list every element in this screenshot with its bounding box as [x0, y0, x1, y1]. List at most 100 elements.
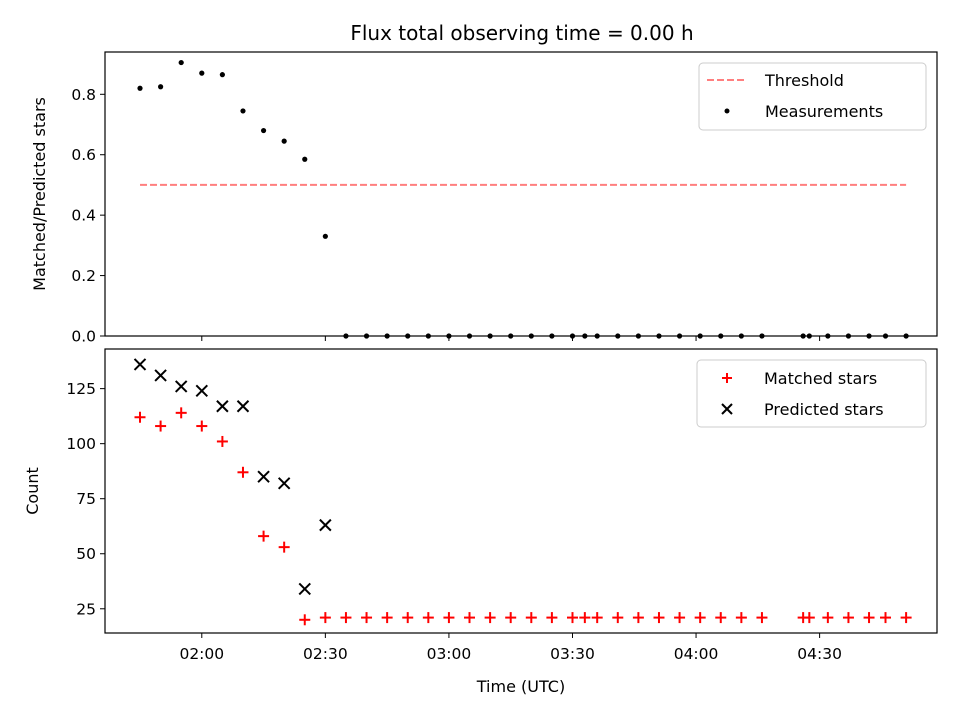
measurements-point	[866, 333, 872, 339]
matched-stars-point	[694, 612, 706, 624]
matched-legend-marker	[722, 373, 732, 383]
matched-stars-point	[216, 435, 228, 447]
measurements-point	[446, 333, 452, 339]
matched-stars-point	[443, 612, 455, 624]
matched-stars-point	[880, 612, 892, 624]
predicted-stars-point	[319, 518, 332, 532]
measurements-point	[759, 333, 765, 339]
matched-stars-point	[674, 612, 686, 624]
y-tick-label: 0.4	[71, 207, 96, 225]
measurements-point	[384, 333, 390, 339]
measurements-point	[199, 70, 205, 76]
predicted-legend-marker	[721, 403, 733, 415]
matched-stars-point	[735, 612, 747, 624]
measurements-point	[718, 333, 724, 339]
count-legend: Matched stars Predicted stars	[696, 359, 927, 428]
predicted-stars-point	[298, 582, 311, 596]
measurements-point	[322, 233, 328, 239]
predicted-stars-point	[236, 400, 250, 413]
matched-stars-point	[299, 614, 311, 626]
measurements-point	[260, 127, 267, 134]
y-tick-label: 0.0	[71, 328, 96, 346]
measurements-point	[219, 72, 225, 78]
measurements-point	[656, 333, 662, 339]
matched-stars-point	[715, 612, 727, 624]
measurements-point	[363, 333, 370, 339]
y-tick-label: 0.2	[71, 267, 96, 285]
measurements-point	[582, 333, 588, 339]
matched-stars-point	[196, 420, 208, 432]
measurements-point	[178, 59, 184, 66]
measurements-point	[738, 333, 744, 339]
predicted-stars-point	[216, 400, 229, 413]
measurements-point	[845, 333, 852, 339]
x-tick-label: 04:00	[674, 645, 719, 663]
x-tick-label: 02:00	[179, 645, 224, 663]
measurements-point	[825, 333, 831, 339]
predicted-stars-point	[133, 358, 147, 371]
measurements-point	[158, 84, 164, 90]
matched-stars-point	[579, 612, 591, 624]
x-tick-label: 03:00	[427, 645, 472, 663]
matched-stars-point	[803, 612, 815, 624]
measurements-legend-marker	[724, 108, 730, 114]
legend-measurements-label: Measurements	[765, 102, 883, 121]
count-y-ticks: 25 50 75 100 125	[66, 380, 105, 618]
measurements-point	[487, 333, 493, 339]
matched-stars-point	[632, 612, 644, 624]
matched-stars-point	[525, 612, 537, 624]
matched-stars-point	[756, 612, 768, 624]
predicted-stars-point	[174, 380, 188, 393]
legend-matched-label: Matched stars	[764, 369, 877, 388]
count-x-ticks: 02:00 02:30 03:00 03:30 04:00 04:30	[179, 633, 842, 663]
matched-stars-point	[653, 612, 665, 624]
ratio-y-ticks: 0.0 0.2 0.4 0.6 0.8	[71, 86, 105, 346]
ratio-panel: 0.00.20.40.60.8 Matched/Predicted stars …	[30, 51, 938, 346]
ratio-legend: Threshold Measurements	[698, 62, 927, 131]
ratio-legend-box	[698, 62, 927, 131]
matched-stars-point	[155, 420, 167, 432]
count-legend-box	[696, 359, 927, 428]
measurements-point	[800, 333, 806, 339]
ratio-y-axis-label: Matched/Predicted stars	[30, 97, 49, 291]
y-tick-label: 50	[76, 545, 96, 563]
legend-predicted-label: Predicted stars	[764, 400, 884, 419]
matched-stars-point	[546, 612, 558, 624]
matched-stars-point	[900, 612, 912, 624]
count-panel: 25 50 75 100 125 02:00 02:30 03:00 03:30 04:00 04…	[23, 348, 938, 696]
matched-stars-point	[505, 612, 517, 624]
measurements-point	[240, 108, 246, 114]
measurements-point	[405, 333, 411, 339]
matched-stars-point	[422, 612, 434, 624]
matched-stars-point	[842, 612, 854, 624]
matched-stars-point	[402, 612, 414, 624]
count-marks	[133, 358, 912, 626]
y-tick-label: 75	[76, 490, 96, 508]
legend-threshold-label: Threshold	[764, 71, 844, 90]
matched-stars-point	[822, 612, 834, 624]
matched-stars-point	[340, 612, 352, 624]
count-y-axis-label: Count	[23, 467, 42, 515]
x-tick-label: 04:30	[797, 645, 842, 663]
matched-stars-point	[863, 612, 875, 624]
ratio-marks	[137, 59, 909, 339]
measurements-point	[615, 333, 621, 339]
measurements-point	[343, 333, 349, 339]
predicted-stars-point	[257, 470, 270, 483]
x-tick-label: 03:30	[550, 645, 595, 663]
y-tick-label: 100	[66, 435, 96, 453]
matched-stars-point	[566, 612, 578, 624]
predicted-stars-point	[195, 384, 208, 398]
measurements-point	[806, 333, 812, 339]
measurements-point	[676, 333, 683, 339]
measurements-point	[466, 333, 473, 339]
measurements-point	[882, 333, 889, 339]
measurements-point	[635, 333, 641, 339]
predicted-stars-point	[277, 477, 291, 490]
matched-stars-point	[484, 612, 496, 624]
y-tick-label: 125	[66, 380, 96, 398]
measurements-point	[528, 333, 534, 339]
measurements-point	[594, 333, 600, 339]
measurements-point	[903, 333, 909, 339]
measurements-point	[137, 85, 143, 91]
